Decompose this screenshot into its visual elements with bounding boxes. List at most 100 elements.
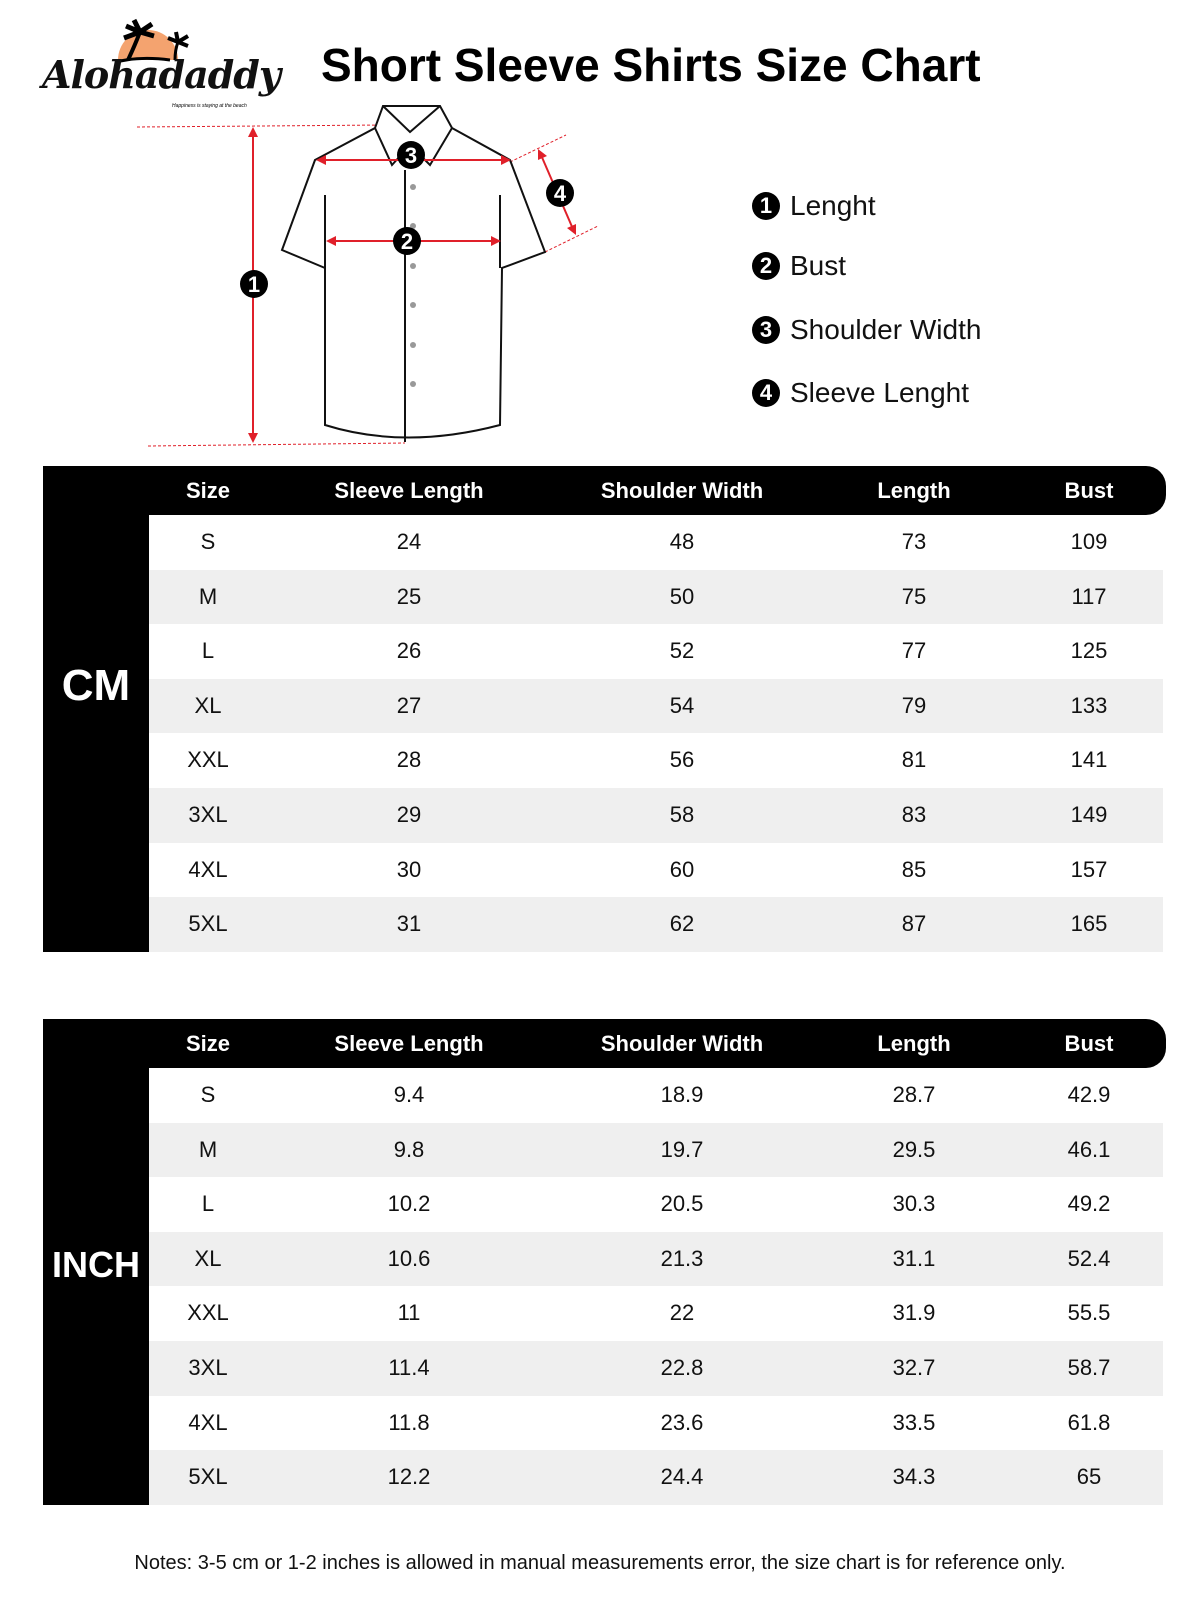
legend-label: Lenght <box>790 190 876 221</box>
svg-text:3: 3 <box>405 143 417 168</box>
table-cell: 22 <box>669 1300 695 1326</box>
table-cell: 125 <box>1070 638 1108 664</box>
table-cell: 31.1 <box>892 1245 936 1271</box>
table-cell: 5XL <box>188 1464 228 1490</box>
table-cell: 10.6 <box>387 1245 431 1271</box>
table-cell: 58.7 <box>1067 1355 1111 1380</box>
table-cell: 54 <box>669 692 695 718</box>
buttons <box>410 184 416 387</box>
table-cell: 11.4 <box>388 1355 430 1380</box>
unit-label: INCH <box>52 1244 140 1285</box>
table-cell: 24 <box>396 529 422 554</box>
table-cell: 52.4 <box>1067 1245 1111 1271</box>
table-cell: XL <box>194 1245 222 1271</box>
legend-label: Sleeve Lenght <box>790 377 970 408</box>
column-header: Length <box>877 478 951 503</box>
table-header <box>43 1019 1166 1068</box>
table-cell: XXL <box>187 1300 229 1326</box>
table-cell: L <box>201 638 215 664</box>
table-cell: 62 <box>669 911 695 937</box>
notes: Notes: 3-5 cm or 1-2 inches is allowed i… <box>134 1552 1066 1574</box>
table-cell: 24.4 <box>660 1464 704 1490</box>
legend-label: Bust <box>790 250 847 281</box>
number-badge: 4 <box>752 379 780 407</box>
table-cell: M <box>198 1136 218 1162</box>
unit-column <box>43 466 149 952</box>
table-cell: 87 <box>901 911 927 937</box>
table-cell: XXL <box>187 747 229 773</box>
svg-text:2: 2 <box>401 229 413 254</box>
table-cell: 30.3 <box>892 1191 936 1217</box>
table-cell: 28 <box>396 747 422 773</box>
table-row: 3XL 29 58 83 149 <box>149 788 1163 843</box>
table-row: M 9.8 19.7 29.5 46.1 <box>149 1122 1163 1178</box>
unit-label: CM <box>61 661 131 710</box>
table-cell: 4XL <box>188 1409 228 1435</box>
brand-tagline: Happiness is staying at the beach <box>172 103 247 109</box>
table-cell: 10.2 <box>387 1191 431 1217</box>
table-cell: XL <box>194 692 222 718</box>
table-row: 5XL 12.2 24.4 34.3 65 <box>149 1450 1163 1505</box>
table-cell: 149 <box>1070 802 1108 827</box>
table-cell: 33.5 <box>892 1409 936 1435</box>
shirt-diagram: 1 2 3 4 <box>136 105 599 447</box>
legend-item-sleeve-length: 4 Sleeve Lenght <box>752 377 969 409</box>
column-header: Size <box>185 1031 231 1056</box>
table-cell: 31 <box>396 911 422 937</box>
table-cell: 31.9 <box>892 1300 936 1326</box>
table-cell: S <box>200 529 216 554</box>
table-cell: 109 <box>1070 529 1108 554</box>
table-cell: 58 <box>669 802 695 827</box>
column-header: Sleeve Length <box>334 478 484 503</box>
table-cell: 19.7 <box>660 1136 704 1162</box>
table-cell: 61.8 <box>1067 1409 1111 1435</box>
table-cell: 3XL <box>188 1355 228 1380</box>
table-cell: 48 <box>669 529 695 554</box>
column-header: Length <box>877 1031 951 1056</box>
table-cell: 34.3 <box>892 1464 936 1490</box>
table-cell: 165 <box>1070 911 1108 937</box>
table-cell: 23.6 <box>660 1409 704 1435</box>
column-header: Bust <box>1064 478 1114 503</box>
column-header: Sleeve Length <box>334 1031 484 1056</box>
table-cell: 77 <box>901 638 927 664</box>
table-cell: 56 <box>669 747 695 773</box>
table-cell: 50 <box>669 583 695 609</box>
number-badge: 1 <box>752 192 780 220</box>
table-row: L 10.2 20.5 30.3 49.2 <box>149 1177 1163 1232</box>
table-row: S 24 48 73 109 <box>149 515 1163 570</box>
column-header: Shoulder Width <box>600 478 764 503</box>
table-cell: 28.7 <box>892 1082 936 1107</box>
brand-name: Alohadaddy <box>42 52 281 97</box>
table-cell: 75 <box>901 583 927 609</box>
table-cell: 18.9 <box>660 1082 704 1107</box>
table-cell: 29.5 <box>892 1136 936 1162</box>
table-cell: 157 <box>1070 856 1108 882</box>
table-cell: 117 <box>1071 583 1107 609</box>
table-row: 4XL 11.8 23.6 33.5 61.8 <box>149 1396 1163 1451</box>
table-cell: 32.7 <box>892 1355 936 1380</box>
table-cell: 79 <box>901 692 927 718</box>
table-cell: 22.8 <box>660 1355 704 1380</box>
page-title: Short Sleeve Shirts Size Chart <box>321 39 981 91</box>
svg-text:4: 4 <box>554 181 567 206</box>
table-row: XXL 11 22 31.9 55.5 <box>149 1286 1163 1341</box>
column-header: Shoulder Width <box>600 1031 764 1056</box>
table-cell: 46.1 <box>1067 1136 1111 1162</box>
number-badge: 2 <box>752 252 780 280</box>
table-cell: 12.2 <box>387 1464 431 1490</box>
table-cell: M <box>198 583 218 609</box>
table-cell: 49.2 <box>1067 1191 1111 1217</box>
table-row: 5XL 31 62 87 165 <box>149 897 1163 952</box>
table-cell: 133 <box>1070 692 1108 718</box>
table-cell: 55.5 <box>1067 1300 1111 1326</box>
table-cell: 60 <box>669 856 695 882</box>
table-cell: 141 <box>1070 747 1108 773</box>
number-badge: 3 <box>752 316 780 344</box>
table-cell: 25 <box>396 583 422 609</box>
table-cell: 42.9 <box>1067 1082 1111 1107</box>
table-cell: 5XL <box>188 911 228 937</box>
table-cell: 20.5 <box>660 1191 704 1217</box>
table-row: 3XL 11.4 22.8 32.7 58.7 <box>149 1341 1163 1396</box>
size-table-inch: INCH Size Sleeve Length Shoulder Width Lengt… <box>43 1019 1166 1505</box>
